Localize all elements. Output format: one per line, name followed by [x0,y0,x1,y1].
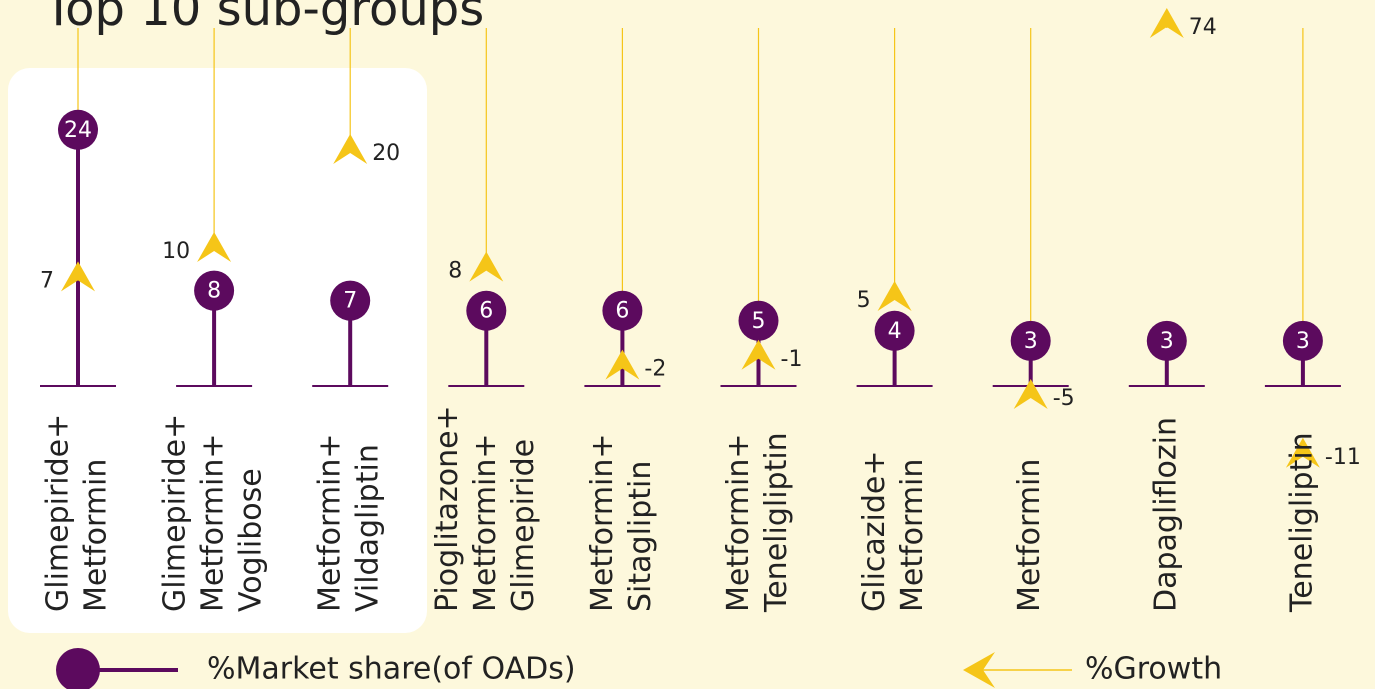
category-label: Metformin+ [313,433,348,612]
category-label: Sitagliptin [623,461,658,612]
category-label: Dapagliflozin [1148,417,1183,612]
category-label: Vildagliptin [351,444,386,612]
share-label: 3 [1296,329,1310,354]
share-label: 4 [888,319,902,344]
growth-label: 5 [857,288,871,313]
category-label: Glimepiride [506,439,541,612]
growth-arrow [469,251,504,282]
category-label: Metformin [895,459,930,612]
growth-arrow [1149,8,1184,38]
share-dot [330,280,371,321]
growth-label: 74 [1189,15,1217,40]
growth-arrow [1285,437,1320,468]
category-label: Teneligliptin [1284,432,1319,613]
highlight-panel [8,68,427,633]
legend-arrow [963,652,995,688]
share-dot [1282,320,1323,361]
share-dot [738,300,779,341]
share-dot [194,270,235,311]
category-label: Metformin [1012,459,1047,612]
growth-arrow [197,232,232,262]
growth-label: 20 [372,141,400,166]
share-label: 7 [343,289,357,314]
growth-arrow [1013,379,1048,409]
growth-label: 7 [40,268,54,293]
legend-label: %Growth [1085,652,1222,687]
growth-arrow [877,281,912,311]
category-label: Metformin [79,459,114,612]
share-label: 3 [1024,329,1038,354]
share-label: 8 [207,279,221,304]
category-label: Teneligliptin [759,432,794,613]
category-label: Metformin+ [721,433,756,612]
category-label: Metformin+ [468,433,503,612]
category-label: Metformin+ [585,433,620,612]
category-label: Glicazide+ [857,450,892,612]
category-label: Glimepiride+ [41,414,76,612]
growth-label: -5 [1053,386,1075,411]
growth-label: -11 [1325,445,1361,470]
share-label: 6 [479,299,493,324]
chart-title: Top 10 sub-groups [43,0,484,37]
category-label: Voglibose [234,468,269,612]
share-label: 3 [1160,329,1174,354]
share-label: 6 [615,299,629,324]
share-dot [602,290,643,331]
growth-arrow [61,261,95,292]
growth-arrow [741,339,776,370]
share-dot [1146,320,1187,361]
share-dot [874,310,915,351]
growth-label: -1 [781,347,803,372]
growth-label: 8 [448,259,462,284]
category-label: Metformin+ [196,433,231,612]
category-label: Glimepiride+ [158,414,193,612]
share-label: 5 [752,309,766,334]
legend-label: %Market share(of OADs) [207,652,576,687]
growth-label: 10 [162,239,190,264]
category-label: Pioglitazone+ [430,405,465,612]
share-dot [466,290,507,331]
growth-arrow [605,349,640,380]
share-dot [1010,320,1051,361]
share-label: 24 [64,118,92,143]
share-dot [58,109,98,150]
growth-arrow [333,134,368,164]
growth-label: -2 [644,357,666,382]
